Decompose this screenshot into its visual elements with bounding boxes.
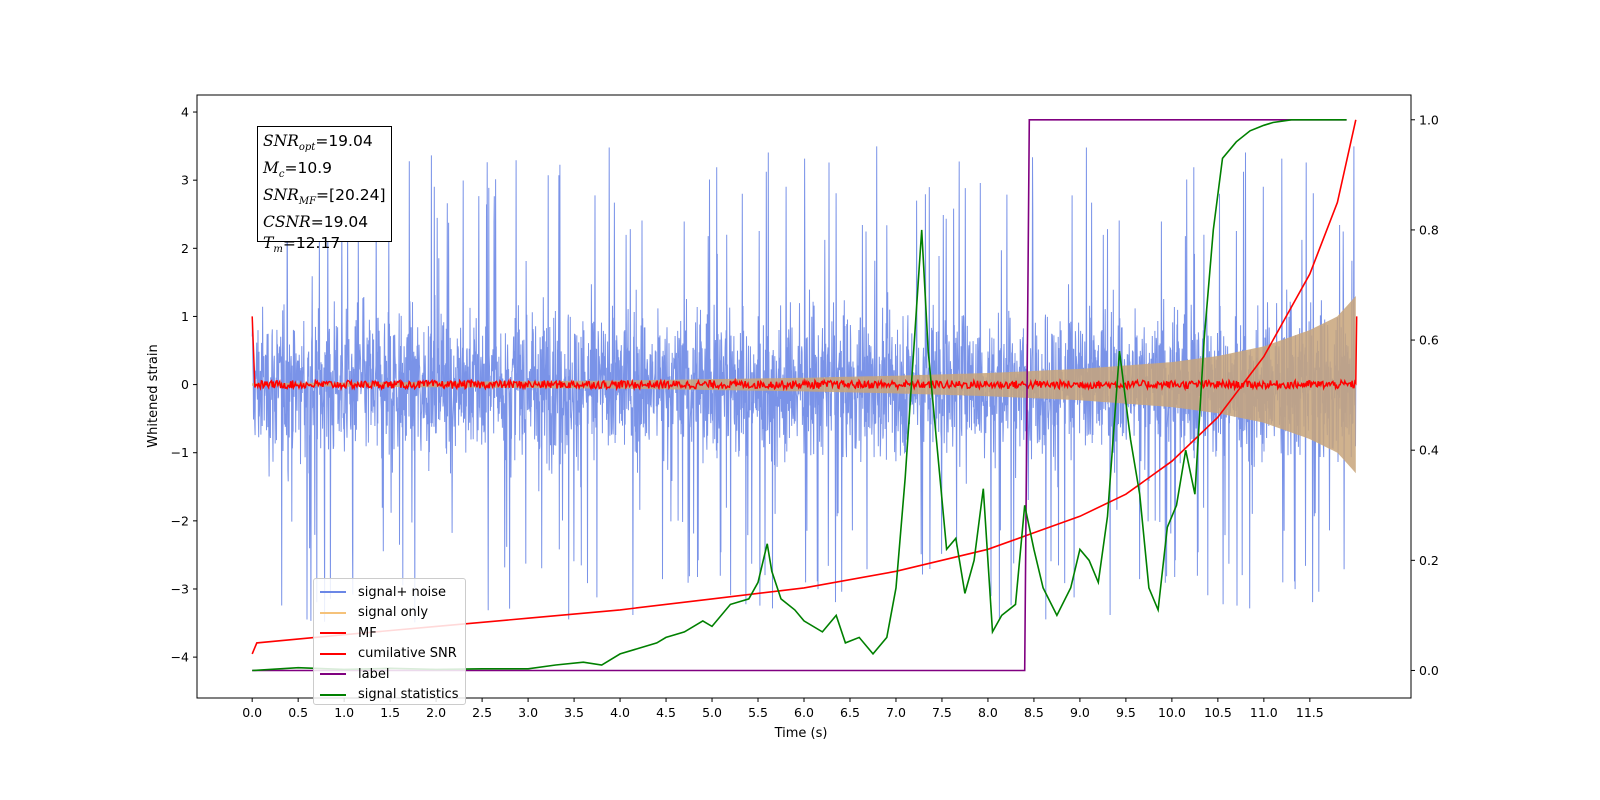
tm-line: Tm=12.17 [263,234,341,256]
y-axis-label: Whitened strain [146,344,161,447]
snr-info-box: SNRopt=19.04 Mc=10.9 SNRMF=[20.24] CSNR=… [257,126,392,255]
mc-line: Mc=10.9 [263,159,332,181]
legend-item: signal+ noise [320,582,465,603]
legend-label: label [358,666,390,682]
legend-label: signal statistics [358,687,459,703]
tm-value: 12.17 [295,234,341,253]
x-tick-label: 10.5 [1204,705,1232,720]
y-tick-label: 3 [181,173,189,188]
mc-value: 10.9 [297,159,332,178]
series-mf [251,316,1358,392]
x-tick-label: 10.0 [1158,705,1186,720]
legend-swatch [320,591,346,594]
x-tick-label: 6.0 [794,705,814,720]
snr-mf-value: [20.24] [329,186,386,205]
x-tick-label: 2.5 [472,705,492,720]
x-tick-label: 3.5 [564,705,584,720]
y2-tick-label: 0.4 [1419,443,1439,458]
x-tick-label: 8.0 [978,705,998,720]
x-tick-label: 5.0 [702,705,722,720]
legend-label: signal+ noise [358,584,447,600]
y2-tick-label: 1.0 [1419,112,1439,127]
snr-opt-value: 19.04 [328,132,373,150]
x-tick-label: 9.5 [1116,705,1136,720]
series-label [252,119,1347,672]
x-tick-label: 1.0 [334,705,354,720]
legend-label: cumilative SNR [358,646,457,662]
snr-mf-line: SNRMF=[20.24] [263,186,386,208]
axes: 0.0 0.5 1.0 1.5 2.0 2.5 3.0 3.5 4.0 4.5 5.0 5.5 6.0 6… [171,105,1439,720]
legend-swatch [320,673,346,676]
y2-tick-label: 0.2 [1419,553,1439,568]
snr-opt-line: SNRopt=19.04 [263,132,373,154]
legend-item: label [320,664,465,685]
legend-swatch [320,693,346,696]
y2-tick-label: 0.8 [1419,222,1439,237]
csnr-value: 19.04 [323,213,369,232]
x-tick-label: 8.5 [1024,705,1044,720]
x-axis-label: Time (s) [774,726,828,741]
legend-item: signal only [320,603,465,624]
x-tick-label: 0.0 [242,705,262,720]
y2-tick-label: 0.6 [1419,333,1439,348]
y-tick-label: −1 [171,445,189,460]
x-tick-label: 1.5 [380,705,400,720]
legend-swatch [320,652,346,655]
x-tick-label: 6.5 [840,705,860,720]
legend-label: signal only [358,605,429,621]
y2-tick-label: 0.0 [1419,663,1439,678]
y-tick-label: −3 [171,581,189,596]
x-tick-label: 11.0 [1250,705,1278,720]
legend: signal+ noise signal only MF cumilative … [313,578,466,705]
legend-item: signal statistics [320,685,465,706]
x-tick-label: 5.5 [748,705,768,720]
legend-swatch [320,611,346,614]
y-tick-label: 0 [181,377,189,392]
y-tick-label: 4 [181,105,189,120]
legend-swatch [320,632,346,635]
csnr-line: CSNR=19.04 [263,213,369,232]
y-tick-label: 1 [181,309,189,324]
legend-item: MF [320,623,465,644]
y-tick-label: −2 [171,513,189,528]
x-tick-label: 4.0 [610,705,630,720]
y-tick-label: 2 [181,241,189,256]
x-tick-label: 4.5 [656,705,676,720]
x-tick-label: 7.5 [932,705,952,720]
x-tick-label: 3.0 [518,705,538,720]
x-tick-label: 2.0 [426,705,446,720]
x-tick-label: 9.0 [1070,705,1090,720]
legend-label: MF [358,625,377,641]
series-signal-statistics [252,119,1347,672]
x-tick-label: 7.0 [886,705,906,720]
legend-item: cumilative SNR [320,644,465,665]
x-tick-label: 0.5 [288,705,308,720]
y-tick-label: −4 [171,650,189,665]
x-tick-label: 11.5 [1296,705,1324,720]
